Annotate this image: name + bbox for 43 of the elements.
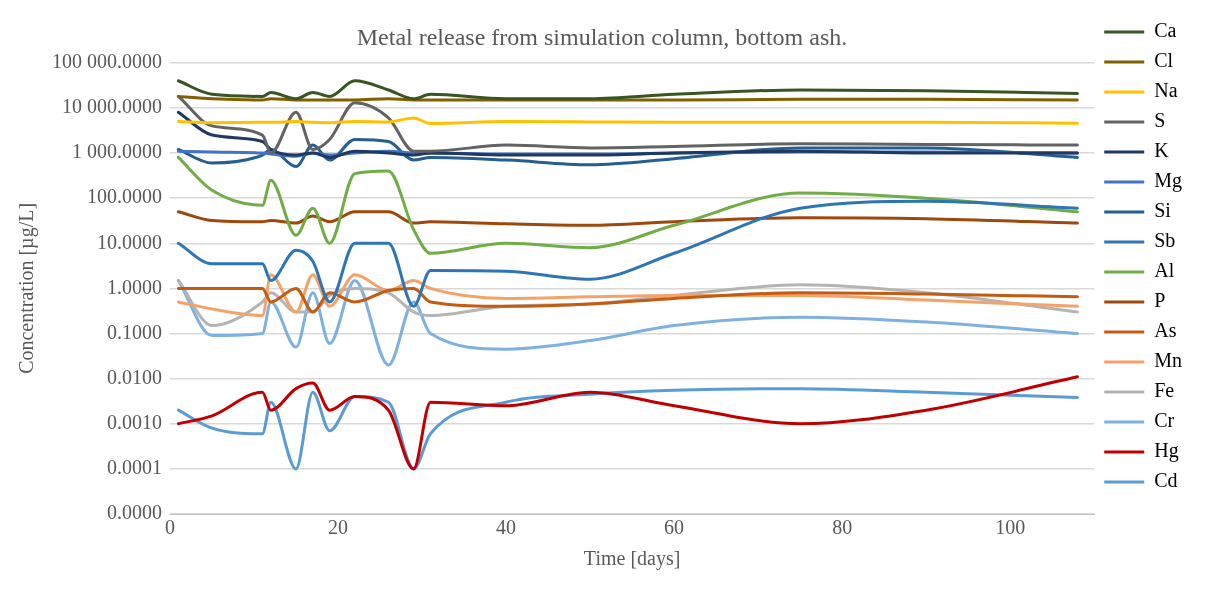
legend-label: Mg [1154, 169, 1183, 193]
x-tick-label: 80 [832, 516, 853, 539]
legend-label: Na [1154, 79, 1178, 102]
legend-label: Ca [1154, 19, 1177, 42]
y-tick-label: 1.0000 [107, 275, 162, 298]
line-series [176, 210, 1079, 227]
line-series [176, 286, 1079, 314]
legend-label: Al [1154, 259, 1175, 282]
legend-label: S [1154, 109, 1166, 132]
line-series [176, 79, 1079, 101]
legend-label: Cl [1154, 49, 1174, 72]
x-tick-label: 20 [328, 516, 349, 539]
y-tick-label: 1 000.0000 [72, 140, 162, 163]
y-tick-label: 0.0001 [107, 456, 162, 479]
legend-label: Sb [1154, 229, 1176, 252]
legend-label: K [1154, 139, 1170, 162]
legend-label: Si [1154, 199, 1172, 222]
line-series [176, 110, 1079, 159]
y-tick-label: 0.0100 [107, 365, 162, 388]
line-series [176, 199, 1079, 308]
y-axis-title: Concentration [µg/L] [15, 202, 39, 374]
legend-label: Fe [1154, 379, 1175, 402]
x-tick-label: 0 [165, 516, 175, 539]
legend-label: Mn [1154, 349, 1183, 372]
y-tick-label: 100.0000 [87, 185, 162, 208]
legend-label: As [1154, 319, 1177, 342]
x-tick-label: 60 [664, 516, 685, 539]
x-tick-label: 100 [995, 516, 1026, 539]
y-tick-label: 10 000.0000 [62, 95, 162, 118]
y-tick-label: 100 000.0000 [52, 50, 162, 73]
chart-title: Metal release from simulation column, bottom ash. [356, 23, 848, 50]
legend-label: Cr [1154, 409, 1175, 432]
legend-label: P [1154, 289, 1166, 312]
y-tick-label: 0.0010 [107, 411, 162, 434]
y-tick-label: 0.1000 [107, 320, 162, 343]
x-tick-label: 40 [496, 516, 517, 539]
line-series [176, 155, 1079, 255]
y-tick-label: 10.0000 [97, 230, 162, 253]
legend-label: Hg [1154, 439, 1179, 463]
line-series [176, 278, 1079, 367]
legend-label: Cd [1154, 469, 1178, 492]
y-tick-label: 0.0000 [107, 501, 162, 524]
x-axis-title: Time [days] [583, 547, 681, 571]
